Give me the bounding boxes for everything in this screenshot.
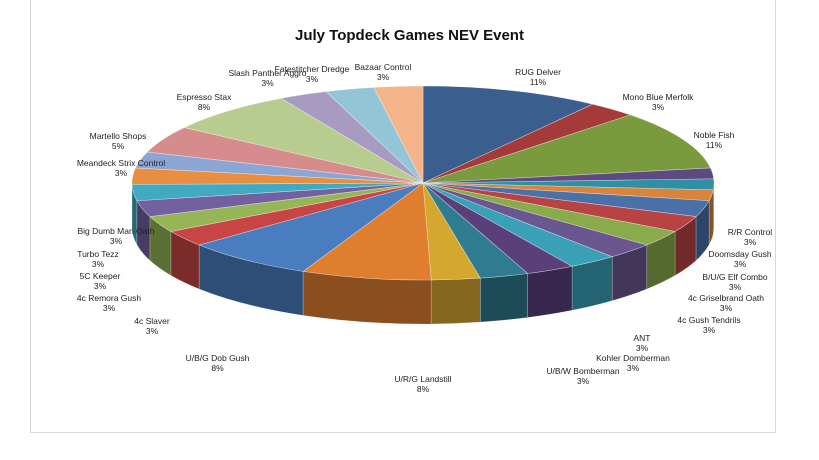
- slice-label-slash-panther-aggro: Slash Panther Aggro 3%: [228, 68, 307, 88]
- slice-label-5c-keeper: 5C Keeper 3%: [79, 271, 121, 291]
- slice-espresso-stax: [183, 98, 424, 184]
- slice-label-turbo-tezz: Turbo Tezz 3%: [77, 249, 119, 269]
- slice-side-u-b-w-bomberman: [430, 277, 481, 325]
- slice-label-ant: ANT 3%: [633, 333, 651, 353]
- slice-label-meandeck-strix-control: Meandeck Strix Control 3%: [76, 158, 166, 178]
- slice-label-ubw-bomberman: U/B/W Bomberman 3%: [546, 366, 620, 386]
- slice-label-rug-delver: RUG Delver 11%: [515, 67, 561, 87]
- frame-bottom-border: [30, 432, 776, 433]
- slice-label-fatestitcher-dredge: Fatestitcher Dredge 3%: [274, 64, 350, 84]
- slice-label-noble-fish: Noble Fish 11%: [693, 130, 735, 150]
- slice-label-gush-tendrils: 4c Gush Tendrils 3%: [677, 315, 741, 335]
- slice-label-ubg-dob-gush: U/B/G Dob Gush 8%: [185, 353, 250, 373]
- slice-label-griselbrand-oath: 4c Griselbrand Oath 3%: [687, 293, 765, 313]
- slice-label-espresso-stax: Espresso Stax 8%: [176, 92, 232, 112]
- slice-label-doomsday-gush: Doomsday Gush 3%: [708, 249, 772, 269]
- slice-rug-delver: [422, 85, 594, 184]
- slice-label-martello-shops: Martello Shops 5%: [89, 131, 147, 151]
- slice-label-big-dumb-man-oath: Big Dumb Man Oath 3%: [77, 226, 155, 246]
- slice-label-urg-landstill: U/R/G Landstill 8%: [394, 374, 452, 394]
- slice-label-bug-elf-combo: B/U/G Elf Combo 3%: [702, 272, 768, 292]
- chart-title: July Topdeck Games NEV Event: [295, 27, 524, 44]
- slice-label-kohler-domberman: Kohler Domberman 3%: [596, 353, 670, 373]
- frame-left-border: [30, 0, 31, 432]
- slice-label-rr-control: R/R Control 3%: [727, 227, 773, 247]
- slice-noble-fish: [422, 114, 711, 184]
- slice-label-mono-blue-merfolk: Mono Blue Merfolk 3%: [622, 92, 694, 112]
- slice-label-remora-gush: 4c Remora Gush 3%: [76, 293, 142, 313]
- frame-right-border: [775, 0, 776, 432]
- slice-side-kohler-domberman: [479, 273, 528, 323]
- slice-bazaar-control: [373, 85, 424, 184]
- slice-u-b-g-dob-gush: [198, 182, 424, 272]
- slice-u-r-g-landstill: [302, 182, 432, 281]
- slice-label-slaver: 4c Slaver 3%: [134, 316, 170, 336]
- slice-label-bazaar-control: Bazaar Control 3%: [354, 62, 412, 82]
- slice-side-ant: [527, 265, 573, 318]
